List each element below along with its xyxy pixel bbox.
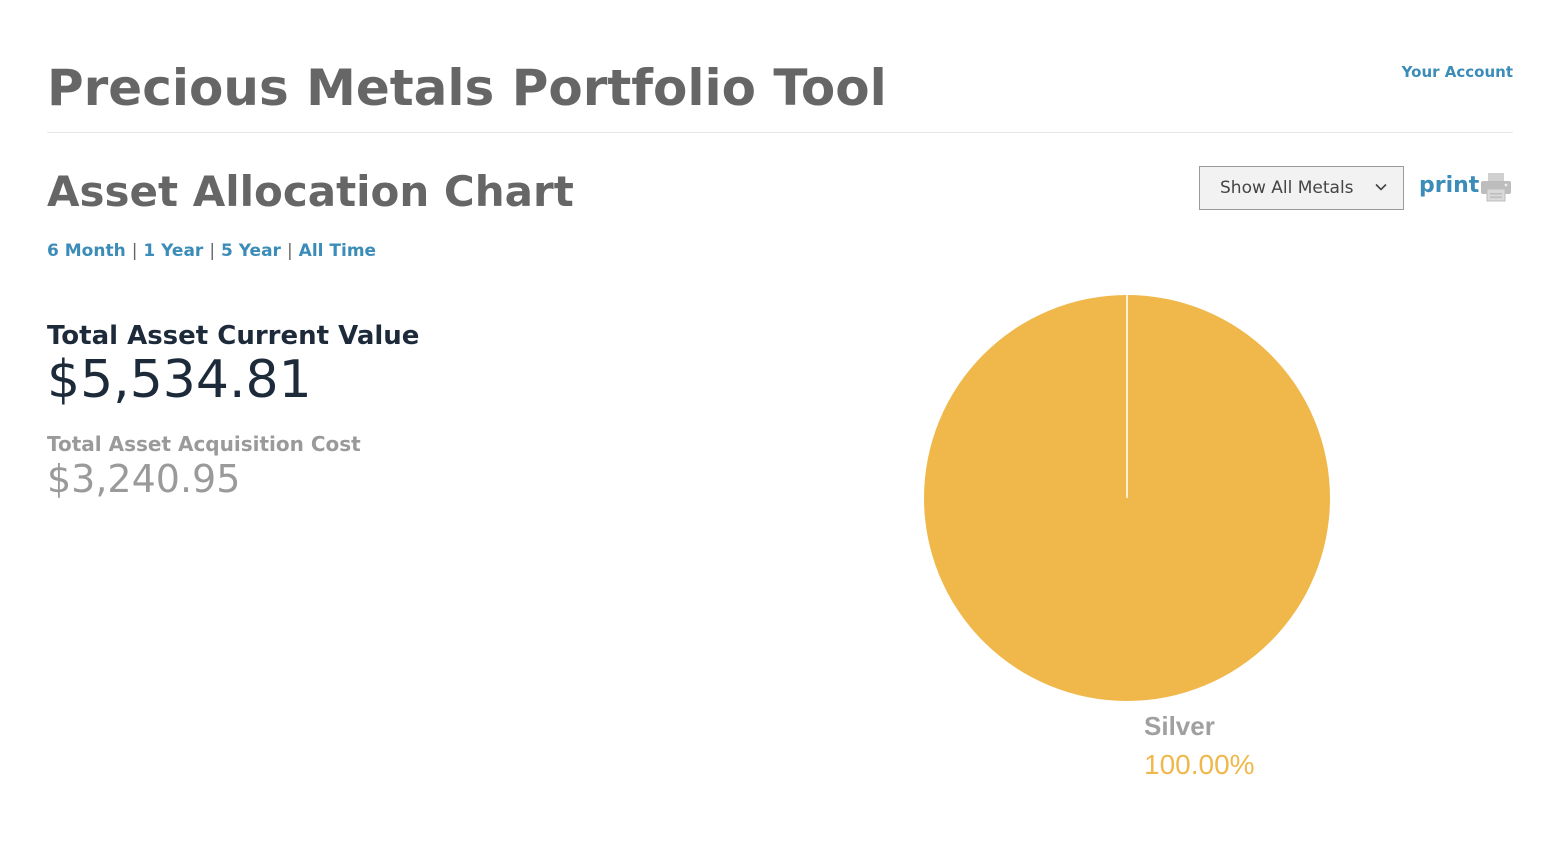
printer-icon[interactable] <box>1480 172 1512 202</box>
chevron-down-icon <box>1375 183 1387 191</box>
current-value-amount: $5,534.81 <box>47 350 312 410</box>
period-5-year-link[interactable]: 5 Year <box>221 241 281 261</box>
acquisition-cost-amount: $3,240.95 <box>47 457 241 501</box>
period-all-time-link[interactable]: All Time <box>298 241 377 261</box>
period-separator: | <box>131 241 138 261</box>
section-title: Asset Allocation Chart <box>47 167 574 216</box>
metal-filter-selected: Show All Metals <box>1220 178 1354 198</box>
allocation-pie-chart <box>924 295 1330 701</box>
your-account-link[interactable]: Your Account <box>1401 63 1513 81</box>
slice-label-silver: Silver <box>1144 711 1215 741</box>
slice-percent-silver: 100.00% <box>1144 749 1255 780</box>
acquisition-cost-label: Total Asset Acquisition Cost <box>47 432 361 456</box>
period-selector: 6 Month | 1 Year | 5 Year | All Time <box>47 241 376 261</box>
period-separator: | <box>286 241 293 261</box>
print-link[interactable]: print <box>1419 173 1480 198</box>
period-1-year-link[interactable]: 1 Year <box>143 241 204 261</box>
current-value-label: Total Asset Current Value <box>47 321 420 351</box>
period-separator: | <box>209 241 216 261</box>
metal-filter-select[interactable]: Show All Metals <box>1199 166 1404 210</box>
period-6-month-link[interactable]: 6 Month <box>47 241 126 261</box>
header-divider <box>47 132 1513 133</box>
page-title: Precious Metals Portfolio Tool <box>47 59 887 117</box>
